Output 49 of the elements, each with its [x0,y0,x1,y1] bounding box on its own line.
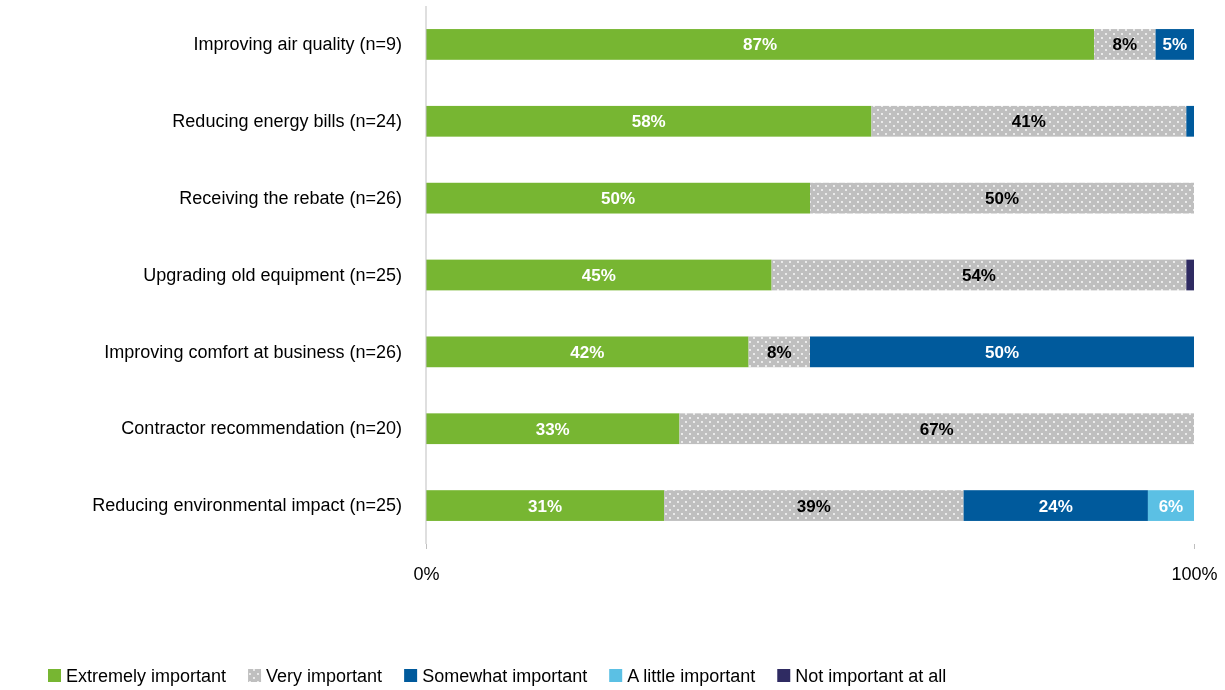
data-label: 67% [919,419,954,439]
data-label: 41% [1011,112,1046,132]
y-tick-label: Upgrading old equipment (n=25) [143,264,402,285]
data-label: 5% [1162,35,1188,55]
data-label: 31% [528,496,563,516]
bar [426,259,772,291]
data-label: 42% [570,342,605,362]
y-tick-label: Improving comfort at business (n=26) [104,341,402,362]
legend-label: Extremely important [66,666,227,687]
bar [963,490,1148,521]
y-tick-label: Reducing energy bills (n=24) [172,111,402,132]
legend-label: Somewhat important [422,666,588,687]
x-tick-label: 100% [1171,563,1218,584]
bar [810,336,1194,368]
data-label: 50% [600,189,636,209]
bar [426,105,872,137]
y-tick-label: Reducing environmental impact (n=25) [92,495,402,516]
bar [1186,259,1194,291]
bar [810,182,1194,214]
data-label: 8% [766,342,792,362]
data-label: 50% [984,342,1020,362]
data-label: 33% [535,419,570,439]
legend-label: A little important [627,666,756,687]
data-label: 6% [1158,496,1184,516]
legend-label: Not important at all [795,666,947,687]
y-tick-label: Improving air quality (n=9) [193,34,402,55]
legend-label: Very important [266,666,383,687]
bar [1094,29,1156,60]
x-tick-label: 0% [413,563,440,584]
bar [679,413,1194,445]
y-tick-label: Contractor recommendation (n=20) [121,418,402,439]
bar [426,413,680,445]
data-label: 87% [743,35,778,55]
bar [664,490,964,521]
bar [1186,105,1194,137]
bar [771,259,1187,291]
bar [426,490,665,521]
bar [426,182,810,214]
bar [871,105,1187,137]
bar [426,336,749,368]
data-label: 58% [631,112,666,132]
y-tick-label: Receiving the rebate (n=26) [179,187,402,208]
data-label: 50% [984,189,1020,209]
data-label: 24% [1038,496,1073,516]
data-label: 54% [961,265,996,285]
data-label: 45% [581,265,616,285]
data-label: 8% [1112,35,1138,55]
bar [426,29,1095,60]
data-label: 39% [796,496,831,516]
